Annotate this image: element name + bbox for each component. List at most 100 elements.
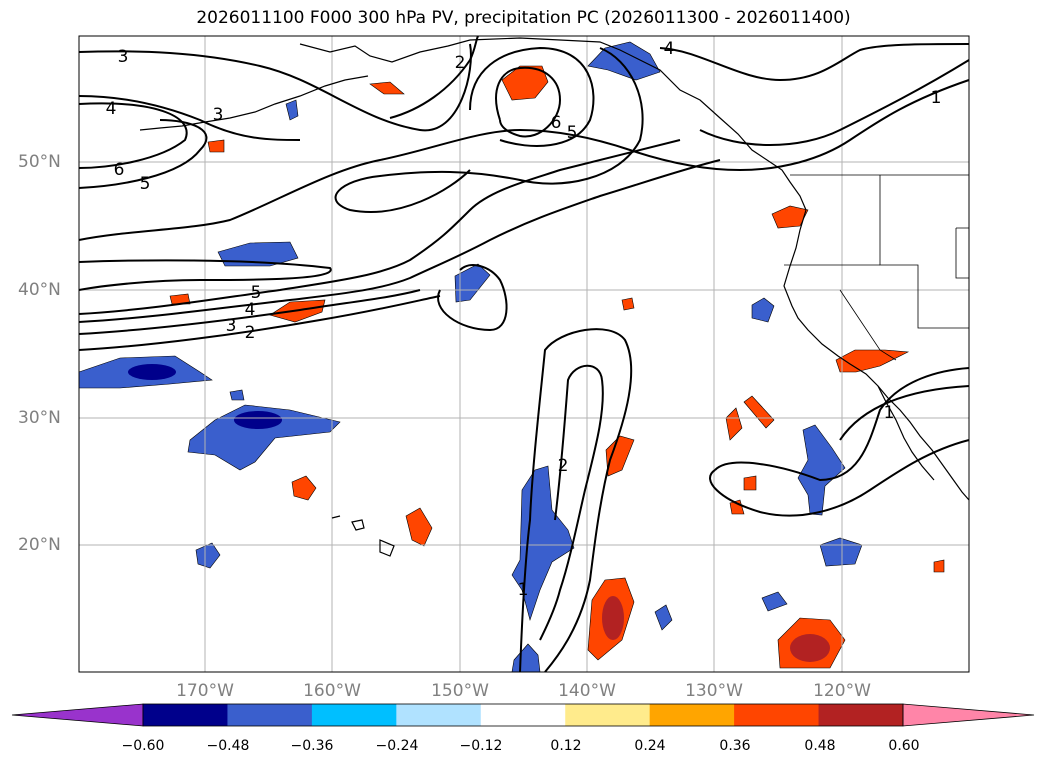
contour-1-plume	[519, 328, 633, 673]
contour-label: 4	[664, 39, 675, 59]
blob-pos-9	[725, 407, 743, 441]
contour-2-mid	[78, 79, 970, 241]
lat-label-50n: 50°N	[18, 152, 61, 172]
borders	[784, 174, 969, 361]
colorbar-segment	[227, 704, 313, 726]
contour-label: 5	[140, 174, 151, 194]
contour-label: 6	[114, 160, 125, 180]
contour-label: 4	[245, 300, 256, 320]
blob-neg-14	[285, 99, 299, 121]
plot-frame	[78, 35, 970, 673]
contour-label: 1	[518, 580, 529, 600]
colorbar	[11, 703, 1035, 727]
contour-label: 2	[455, 53, 466, 73]
blob-pos-17	[621, 297, 635, 311]
blob-pos-13	[169, 293, 191, 305]
colorbar-segment	[396, 704, 482, 726]
colorbar-tick-label: −0.60	[121, 738, 165, 754]
blob-neg-6	[511, 465, 575, 622]
colorbar-segment	[143, 704, 228, 726]
blob-pos-1	[501, 65, 549, 101]
contour-1-right	[699, 59, 970, 146]
colorbar-tick-label: 0.36	[719, 738, 751, 754]
contour-4-band	[78, 159, 721, 323]
blob-pos-18	[933, 559, 945, 573]
colorbar-tick-label: 0.60	[888, 738, 920, 754]
contour-label: 1	[884, 403, 895, 423]
blob-neg-8	[751, 297, 775, 323]
blob-pos-5-core	[790, 634, 830, 662]
colorbar-tick-label: 0.24	[634, 738, 666, 754]
blob-pos-12	[369, 81, 405, 95]
contour-label: 2	[558, 456, 569, 476]
hawaii-islands	[331, 515, 395, 557]
blob-pos-10	[743, 395, 775, 429]
lat-label-20n: 20°N	[18, 535, 61, 555]
contour-1-loop-se	[709, 439, 970, 517]
aleutians	[139, 75, 369, 131]
contour-label: 2	[245, 323, 256, 343]
blob-neg-7	[797, 424, 846, 516]
blob-neg-2	[187, 404, 341, 471]
blob-pos-16	[207, 139, 225, 153]
colorbar-extension-low	[11, 703, 144, 727]
blob-neg-1-core	[128, 364, 176, 380]
contour-3-band	[78, 289, 421, 335]
lat-label-30n: 30°N	[18, 408, 61, 428]
colorbar-segment	[311, 704, 397, 726]
blob-pos-4-core	[602, 596, 624, 640]
contour-label-group: 3 2 4 4 3 6 5 6 5 1 5 4 3 2 2 1 1	[106, 39, 942, 600]
contour-5-left	[78, 119, 208, 189]
blob-neg-15	[229, 389, 245, 401]
contour-label: 3	[226, 316, 237, 336]
graticule	[79, 36, 969, 672]
contour-2	[389, 35, 479, 119]
precip-positive	[169, 65, 945, 669]
lon-label-160w: 160°W	[303, 681, 361, 701]
contour-blob-left	[78, 259, 332, 291]
blob-neg-2-core	[234, 411, 282, 429]
contour-1-southeast	[714, 367, 970, 482]
lon-label-150w: 150°W	[431, 681, 489, 701]
contour-label: 6	[551, 113, 562, 133]
contour-2-plume	[539, 364, 604, 641]
colorbar-tick-label: −0.12	[459, 738, 503, 754]
map-title: 2026011100 F000 300 hPa PV, precipitatio…	[196, 8, 851, 28]
contour-label: 3	[213, 105, 224, 125]
contour-label: 1	[931, 88, 942, 108]
contour-5-band	[78, 139, 681, 315]
contour-label: 5	[251, 283, 262, 303]
colorbar-segment	[734, 704, 820, 726]
lon-label-130w: 130°W	[685, 681, 743, 701]
contour-2-band	[78, 295, 441, 351]
contour-label: 4	[106, 99, 117, 119]
contour-1-top	[659, 43, 970, 82]
contour-label: 5	[567, 123, 578, 143]
colorbar-segment	[649, 704, 735, 726]
contour-5-right	[469, 46, 595, 147]
contour-loop-mid	[437, 264, 508, 332]
lat-label-40n: 40°N	[18, 280, 61, 300]
colorbar-frame	[142, 703, 904, 727]
contour-4-left	[78, 95, 301, 141]
blob-neg-10	[195, 542, 221, 569]
colorbar-segment	[565, 704, 651, 726]
blob-pos-15	[729, 499, 745, 515]
contour-2-se	[839, 385, 970, 441]
blob-neg-12	[761, 591, 788, 612]
lon-label-120w: 120°W	[813, 681, 871, 701]
colorbar-tick-label: 0.12	[550, 738, 582, 754]
pv-contours	[78, 35, 970, 673]
lon-label-140w: 140°W	[558, 681, 616, 701]
colorbar-tick-label: −0.48	[206, 738, 250, 754]
blob-neg-3	[217, 241, 299, 267]
blob-neg-11	[511, 643, 541, 673]
contour-label: 3	[118, 47, 129, 67]
colorbar-tick-label: −0.36	[290, 738, 334, 754]
colorbar-segment	[480, 704, 566, 726]
contour-6-left	[78, 102, 188, 169]
colorbar-segment	[818, 704, 904, 726]
blob-pos-14	[743, 475, 757, 491]
contour-4-right	[334, 47, 644, 213]
